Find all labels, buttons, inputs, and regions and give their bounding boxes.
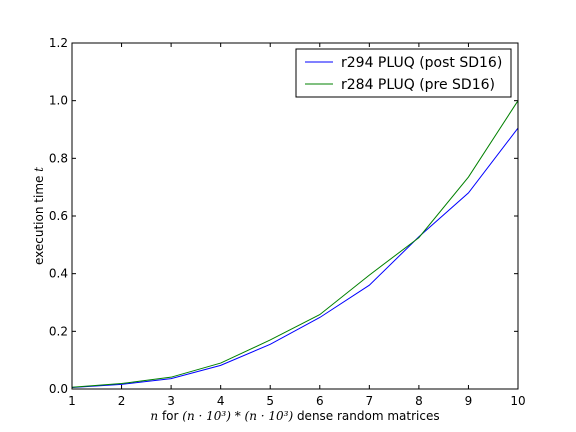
- series-layer: [71, 100, 519, 389]
- y-tick-label: 1.2: [49, 36, 68, 50]
- x-tick-label: 6: [316, 394, 324, 408]
- y-tick-label: 0.0: [49, 382, 68, 396]
- legend-label-series-2: r284 PLUQ (pre SD16): [341, 77, 495, 93]
- x-axis-label-math-n: n: [150, 409, 158, 423]
- x-axis-label: n for (n · 10³) * (n · 10³) dense random…: [150, 409, 439, 423]
- y-axis-label-text: execution time: [32, 172, 46, 265]
- plot-frame: [71, 42, 519, 390]
- y-tick-label: 0.2: [49, 324, 68, 338]
- series-line-2: [71, 100, 519, 388]
- x-tick-label: 10: [510, 394, 525, 408]
- x-tick-label: 4: [217, 394, 225, 408]
- legend: r294 PLUQ (post SD16) r284 PLUQ (pre SD1…: [295, 48, 512, 98]
- x-tick-label: 7: [366, 394, 374, 408]
- y-tick-label: 0.8: [49, 151, 68, 165]
- y-tick-label: 0.6: [49, 209, 68, 223]
- x-axis-label-text-for: for: [158, 409, 182, 423]
- x-tick-label: 8: [415, 394, 423, 408]
- y-tick-label: 0.4: [49, 267, 68, 281]
- y-axis-label: execution time t: [32, 167, 46, 265]
- legend-box: [295, 48, 512, 98]
- series-line-1: [71, 127, 519, 389]
- x-axis-label-text-rest: dense random matrices: [293, 409, 439, 423]
- x-tick-label: 3: [167, 394, 175, 408]
- y-tick-label: 1.0: [49, 94, 68, 108]
- x-tick-label: 2: [118, 394, 126, 408]
- x-tick-label: 9: [465, 394, 473, 408]
- x-tick-label: 1: [68, 394, 76, 408]
- legend-label-series-1: r294 PLUQ (post SD16): [341, 55, 502, 71]
- x-axis-label-math-dims: (n · 10³) * (n · 10³): [182, 409, 293, 423]
- y-axis-label-math-t: t: [32, 167, 46, 172]
- x-tick-label: 5: [266, 394, 274, 408]
